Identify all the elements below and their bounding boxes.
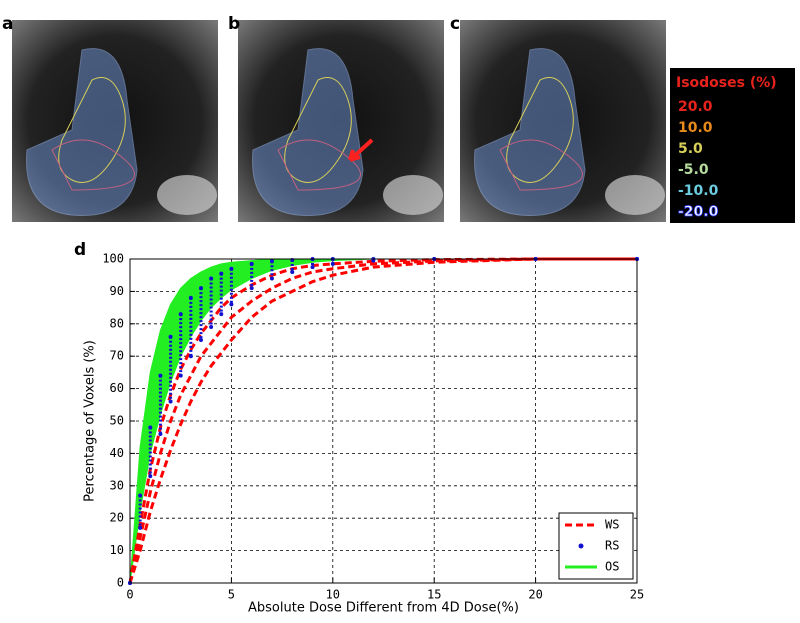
rs-point bbox=[178, 373, 183, 378]
legend-entry: -5.0 bbox=[678, 162, 709, 178]
isodose-legend: Isodoses (%) 20.0 10.0 5.0 -5.0 -10.0 -20.0 bbox=[670, 68, 795, 223]
rs-point bbox=[148, 425, 153, 430]
y-tick-label: 30 bbox=[110, 478, 124, 492]
axes-frame bbox=[129, 258, 638, 584]
panel-label: c bbox=[450, 14, 460, 34]
rs-point bbox=[178, 312, 183, 317]
target-volume bbox=[474, 48, 586, 216]
rs-point bbox=[310, 265, 315, 270]
chart: d 0 10 20 30 40 50 60 70 80 90 100 0 5 10 15 20 25 Absolut… bbox=[74, 240, 644, 616]
body-structure bbox=[605, 175, 665, 215]
ws-curve bbox=[128, 257, 637, 584]
rs-point bbox=[138, 493, 143, 498]
x-tick-label: 10 bbox=[326, 588, 340, 602]
rs-point bbox=[138, 525, 143, 530]
legend-box bbox=[558, 512, 634, 580]
target-volume bbox=[26, 48, 138, 216]
y-tick-label: 50 bbox=[110, 414, 124, 428]
y-tick-label: 100 bbox=[102, 252, 124, 266]
rs-point bbox=[269, 276, 274, 281]
image-panels: a b c bbox=[2, 14, 666, 222]
ws-curve bbox=[128, 257, 637, 584]
rs-point bbox=[198, 338, 203, 342]
rs-point bbox=[330, 261, 335, 266]
rs-point bbox=[188, 354, 193, 359]
x-axis-label: Absolute Dose Different from 4D Dose(%) bbox=[248, 601, 519, 616]
x-tick-label: 15 bbox=[427, 588, 441, 602]
y-tick-label: 60 bbox=[110, 381, 124, 395]
legend-swatch bbox=[578, 543, 584, 549]
legend-entry: 20.0 bbox=[678, 99, 713, 115]
rs-point bbox=[209, 276, 214, 281]
isodose-contour bbox=[277, 139, 361, 191]
rs-point bbox=[219, 271, 224, 276]
legend-label: WS bbox=[605, 518, 619, 532]
x-tick-label: 20 bbox=[528, 588, 542, 602]
legend-label: OS bbox=[605, 560, 619, 574]
body-structure bbox=[157, 175, 217, 215]
body-structure bbox=[383, 175, 443, 215]
rs-point bbox=[371, 258, 376, 263]
legend-background bbox=[670, 68, 795, 223]
rs-point bbox=[209, 325, 214, 330]
target-volume bbox=[252, 48, 364, 216]
isodose-contour bbox=[506, 77, 574, 183]
panel-label: d bbox=[74, 240, 86, 260]
legend-entry: 10.0 bbox=[678, 120, 713, 136]
ws-curve bbox=[128, 257, 637, 584]
rs-point bbox=[198, 286, 203, 291]
x-tick-label: 5 bbox=[228, 588, 235, 602]
y-tick-label: 90 bbox=[110, 284, 124, 298]
isodose-contour bbox=[499, 139, 583, 191]
legend-entry: -10.0 bbox=[678, 183, 719, 199]
rs-point bbox=[219, 312, 224, 317]
legend-label: RS bbox=[605, 539, 619, 553]
rs-point bbox=[229, 266, 234, 271]
rs-point bbox=[188, 295, 193, 300]
rs-point bbox=[158, 373, 163, 378]
rs-point bbox=[249, 286, 254, 291]
y-axis-label: Percentage of Voxels (%) bbox=[83, 340, 98, 502]
isodose-contour bbox=[284, 77, 352, 183]
rs-point bbox=[148, 474, 153, 479]
x-tick-label: 25 bbox=[630, 588, 644, 602]
x-tick-label: 0 bbox=[126, 588, 133, 602]
rs-point bbox=[290, 269, 295, 274]
rs-point bbox=[168, 334, 173, 339]
y-tick-label: 80 bbox=[110, 316, 124, 330]
rs-point bbox=[269, 259, 274, 264]
rs-point bbox=[168, 399, 173, 404]
os-band bbox=[129, 258, 637, 584]
rs-point bbox=[229, 302, 234, 307]
y-tick-label: 20 bbox=[110, 511, 124, 525]
y-tick-label: 0 bbox=[117, 576, 124, 590]
arrow bbox=[348, 138, 374, 162]
y-tick-label: 70 bbox=[110, 349, 124, 363]
legend-entry: 5.0 bbox=[678, 141, 703, 157]
legend-title: Isodoses (%) bbox=[676, 75, 777, 91]
y-tick-label: 10 bbox=[110, 543, 124, 557]
panel-label: a bbox=[2, 14, 13, 34]
isodose-contour bbox=[58, 77, 126, 183]
y-tick-label: 40 bbox=[110, 446, 124, 460]
isodose-contour bbox=[51, 139, 135, 191]
panel-label: b bbox=[228, 14, 240, 34]
rs-point bbox=[249, 261, 254, 266]
rs-point bbox=[158, 431, 163, 436]
legend-entry: -20.0 bbox=[678, 204, 719, 220]
